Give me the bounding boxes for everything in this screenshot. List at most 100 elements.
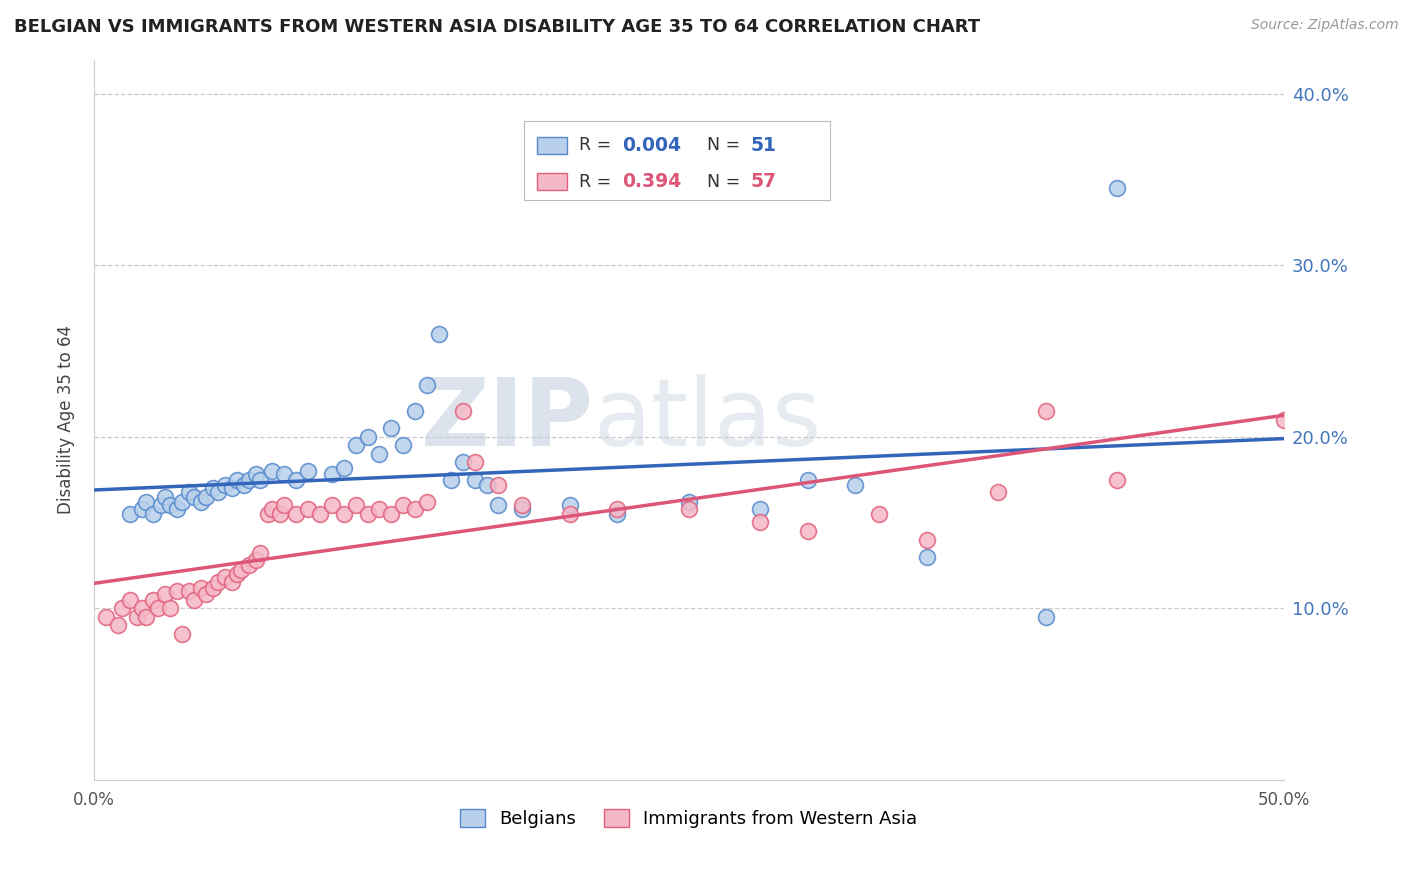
Point bbox=[606, 507, 628, 521]
Point bbox=[249, 546, 271, 560]
Point bbox=[170, 495, 193, 509]
Point bbox=[915, 533, 938, 547]
Point bbox=[273, 499, 295, 513]
Point bbox=[256, 507, 278, 521]
Text: N =: N = bbox=[707, 172, 747, 191]
Text: R =: R = bbox=[579, 172, 617, 191]
Point bbox=[510, 501, 533, 516]
Point bbox=[510, 499, 533, 513]
Text: R =: R = bbox=[579, 136, 617, 154]
Point bbox=[332, 460, 354, 475]
Point bbox=[149, 499, 172, 513]
Point bbox=[321, 499, 343, 513]
Point bbox=[486, 477, 509, 491]
Point bbox=[118, 592, 141, 607]
Point bbox=[392, 499, 415, 513]
Point bbox=[118, 507, 141, 521]
Point bbox=[245, 467, 267, 482]
Point bbox=[142, 592, 165, 607]
Point bbox=[238, 558, 260, 573]
Point bbox=[451, 455, 474, 469]
Point bbox=[1035, 609, 1057, 624]
Point bbox=[464, 455, 486, 469]
Point bbox=[796, 473, 818, 487]
Point bbox=[207, 484, 229, 499]
Point bbox=[249, 473, 271, 487]
Point bbox=[177, 584, 200, 599]
FancyBboxPatch shape bbox=[537, 173, 567, 190]
Point bbox=[416, 378, 439, 392]
Point bbox=[170, 627, 193, 641]
Point bbox=[368, 447, 391, 461]
Y-axis label: Disability Age 35 to 64: Disability Age 35 to 64 bbox=[58, 325, 75, 514]
Point bbox=[297, 464, 319, 478]
Point bbox=[231, 564, 253, 578]
Point bbox=[749, 516, 772, 530]
Point bbox=[844, 477, 866, 491]
Point bbox=[1105, 473, 1128, 487]
Point bbox=[451, 404, 474, 418]
Point bbox=[915, 549, 938, 564]
Point bbox=[159, 499, 181, 513]
Point bbox=[135, 495, 157, 509]
Point bbox=[404, 404, 426, 418]
Point bbox=[190, 495, 212, 509]
Point bbox=[440, 473, 463, 487]
Point bbox=[558, 499, 581, 513]
Point bbox=[107, 618, 129, 632]
Point bbox=[262, 464, 284, 478]
Point bbox=[214, 570, 236, 584]
Point bbox=[135, 609, 157, 624]
Point bbox=[194, 587, 217, 601]
Point bbox=[868, 507, 890, 521]
Point bbox=[475, 477, 498, 491]
Point bbox=[194, 490, 217, 504]
Point bbox=[125, 609, 148, 624]
Point bbox=[166, 584, 188, 599]
Point bbox=[749, 501, 772, 516]
Point bbox=[987, 484, 1010, 499]
Point bbox=[297, 501, 319, 516]
Point bbox=[285, 507, 308, 521]
Point bbox=[225, 473, 247, 487]
Point bbox=[356, 430, 378, 444]
Text: Source: ZipAtlas.com: Source: ZipAtlas.com bbox=[1251, 18, 1399, 32]
Point bbox=[131, 601, 153, 615]
Point bbox=[1035, 404, 1057, 418]
Point bbox=[678, 495, 700, 509]
Point bbox=[225, 566, 247, 581]
Point bbox=[207, 575, 229, 590]
Point bbox=[404, 501, 426, 516]
Point bbox=[1272, 412, 1295, 426]
Point bbox=[464, 473, 486, 487]
Point bbox=[486, 499, 509, 513]
Point bbox=[558, 507, 581, 521]
Point bbox=[416, 495, 439, 509]
Legend: Belgians, Immigrants from Western Asia: Belgians, Immigrants from Western Asia bbox=[453, 802, 925, 836]
Point bbox=[796, 524, 818, 538]
Point bbox=[190, 581, 212, 595]
Point bbox=[321, 467, 343, 482]
Point bbox=[183, 490, 205, 504]
Point bbox=[392, 438, 415, 452]
Point bbox=[380, 507, 402, 521]
Point bbox=[285, 473, 308, 487]
Point bbox=[309, 507, 332, 521]
Point bbox=[142, 507, 165, 521]
Text: BELGIAN VS IMMIGRANTS FROM WESTERN ASIA DISABILITY AGE 35 TO 64 CORRELATION CHAR: BELGIAN VS IMMIGRANTS FROM WESTERN ASIA … bbox=[14, 18, 980, 36]
Text: ZIP: ZIP bbox=[420, 374, 593, 466]
Point bbox=[111, 601, 134, 615]
Text: 51: 51 bbox=[751, 136, 776, 155]
Point bbox=[155, 587, 177, 601]
Point bbox=[155, 490, 177, 504]
Point bbox=[166, 501, 188, 516]
Point bbox=[427, 326, 450, 341]
Point bbox=[214, 477, 236, 491]
Point bbox=[146, 601, 169, 615]
Point bbox=[262, 501, 284, 516]
Point bbox=[344, 499, 367, 513]
Point bbox=[1105, 181, 1128, 195]
Point bbox=[177, 484, 200, 499]
Point bbox=[678, 501, 700, 516]
Point bbox=[131, 501, 153, 516]
